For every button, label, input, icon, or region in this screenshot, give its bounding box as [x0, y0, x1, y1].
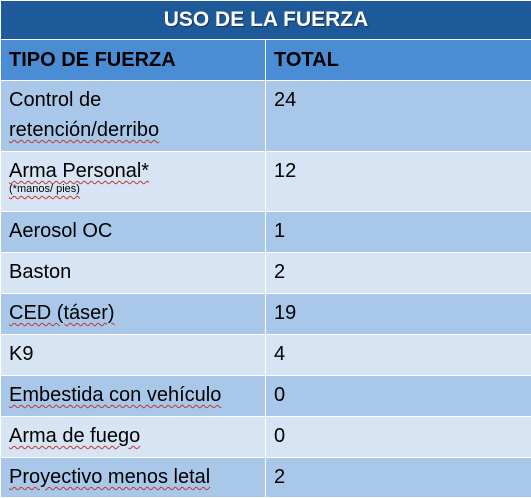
type-label-line2: retención/derribo	[9, 119, 159, 141]
type-label-line1: Control de	[9, 89, 101, 111]
type-label: Proyectivo menos letal	[9, 466, 210, 488]
type-cell: K9	[1, 335, 266, 376]
total-cell: 19	[266, 294, 531, 335]
title-row: USO DE LA FUERZA	[1, 1, 531, 40]
table-row: Proyectivo menos letal 2	[1, 458, 531, 498]
total-cell: 2	[266, 458, 531, 498]
type-label: CED (táser)	[9, 302, 115, 324]
table-row: Control de retención/derribo 24	[1, 81, 531, 152]
total-cell: 4	[266, 335, 531, 376]
table-row: Arma de fuego 0	[1, 417, 531, 458]
table-row: Arma Personal* (*manos/ pies) 12	[1, 152, 531, 212]
type-cell: Control de retención/derribo	[1, 81, 266, 152]
type-label-text: Arma Personal*	[9, 160, 149, 182]
type-cell: Arma de fuego	[1, 417, 266, 458]
type-cell: Arma Personal* (*manos/ pies)	[1, 152, 266, 212]
type-note: (*manos/ pies)	[9, 183, 265, 196]
total-cell: 0	[266, 417, 531, 458]
table-row: Baston 2	[1, 253, 531, 294]
type-cell: CED (táser)	[1, 294, 266, 335]
total-cell: 12	[266, 152, 531, 212]
total-cell: 2	[266, 253, 531, 294]
total-cell: 24	[266, 81, 531, 152]
total-cell: 0	[266, 376, 531, 417]
header-row: TIPO DE FUERZA TOTAL	[1, 40, 531, 81]
header-total: TOTAL	[266, 40, 531, 81]
header-tipo-de-fuerza: TIPO DE FUERZA	[1, 40, 266, 81]
type-cell: Proyectivo menos letal	[1, 458, 266, 498]
type-cell: Embestida con vehículo	[1, 376, 266, 417]
type-cell: Aerosol OC	[1, 212, 266, 253]
table-row: CED (táser) 19	[1, 294, 531, 335]
table-row: Embestida con vehículo 0	[1, 376, 531, 417]
table-row: Aerosol OC 1	[1, 212, 531, 253]
type-label: Embestida con vehículo	[9, 384, 221, 406]
type-cell: Baston	[1, 253, 266, 294]
type-label: Arma de fuego	[9, 425, 140, 447]
table-title: USO DE LA FUERZA	[1, 1, 531, 40]
table-row: K9 4	[1, 335, 531, 376]
type-label: Arma Personal*	[9, 160, 149, 182]
total-cell: 1	[266, 212, 531, 253]
